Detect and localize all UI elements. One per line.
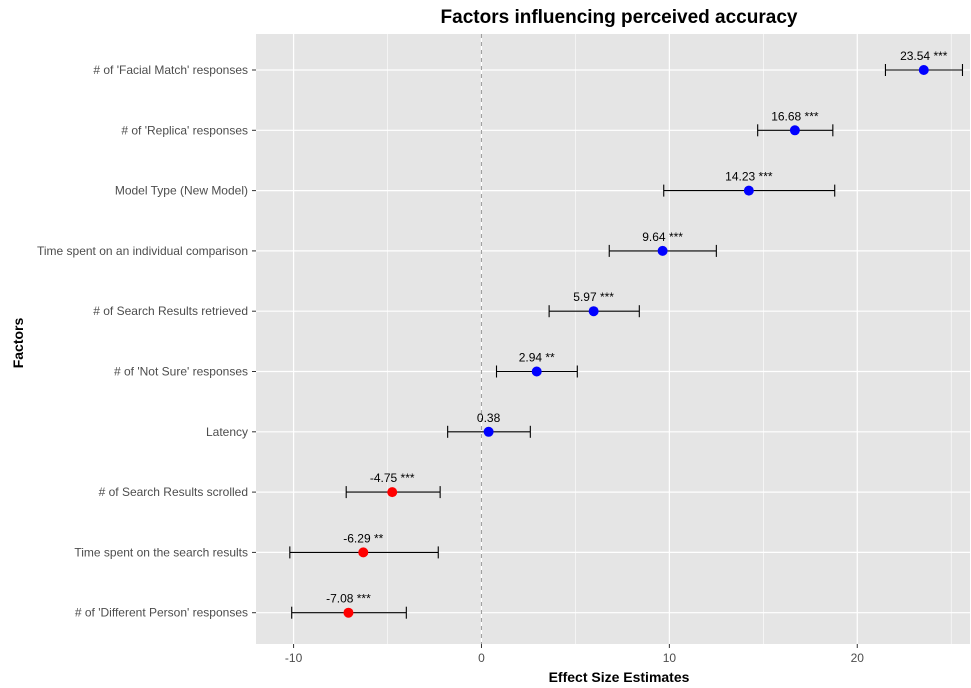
data-label: 14.23 *** [725, 170, 773, 184]
y-tick-label: Time spent on an individual comparison [37, 244, 248, 258]
data-point [358, 547, 369, 558]
x-axis-ticks: -10 0 10 20 [285, 644, 864, 665]
data-label: -6.29 ** [343, 531, 383, 545]
data-label: 9.64 *** [642, 230, 683, 244]
x-tick-label: 10 [663, 651, 677, 665]
data-label: 2.94 ** [519, 351, 555, 365]
data-point [789, 125, 800, 136]
y-tick-label: # of 'Facial Match' responses [93, 63, 248, 77]
data-label: 23.54 *** [900, 49, 948, 63]
data-label: -4.75 *** [370, 471, 415, 485]
data-label: 5.97 *** [573, 290, 614, 304]
data-point [531, 366, 542, 377]
y-tick-label: # of 'Replica' responses [121, 123, 248, 137]
data-point [387, 487, 398, 498]
data-point [483, 426, 494, 437]
y-tick-label: Latency [206, 425, 248, 439]
x-tick-label: -10 [285, 651, 303, 665]
y-axis-ticks: # of 'Facial Match' responses # of 'Repli… [37, 63, 256, 620]
y-axis-title: Factors [10, 318, 26, 369]
data-point [588, 306, 599, 317]
data-label: 0.38 [477, 411, 501, 425]
y-tick-label: Model Type (New Model) [115, 184, 248, 198]
points-group [343, 65, 929, 618]
y-tick-label: Time spent on the search results [74, 545, 248, 559]
data-label: -7.08 *** [326, 592, 371, 606]
y-tick-label: # of 'Not Sure' responses [114, 365, 248, 379]
data-point [657, 245, 668, 256]
x-tick-label: 20 [851, 651, 865, 665]
y-tick-label: # of 'Different Person' responses [75, 606, 248, 620]
grid-lines [256, 34, 970, 644]
chart-title: Factors influencing perceived accuracy [441, 7, 798, 28]
x-tick-label: 0 [478, 651, 485, 665]
data-labels-group: 23.54 *** 16.68 *** 14.23 *** 9.64 *** 5.97 … [326, 49, 948, 606]
x-axis-title: Effect Size Estimates [549, 669, 690, 685]
data-point [743, 185, 754, 196]
data-label: 16.68 *** [771, 109, 819, 123]
plot-panel [256, 34, 970, 644]
data-point [343, 607, 354, 618]
data-point [918, 65, 929, 75]
y-tick-label: # of Search Results scrolled [99, 485, 248, 499]
y-tick-label: # of Search Results retrieved [93, 304, 248, 318]
